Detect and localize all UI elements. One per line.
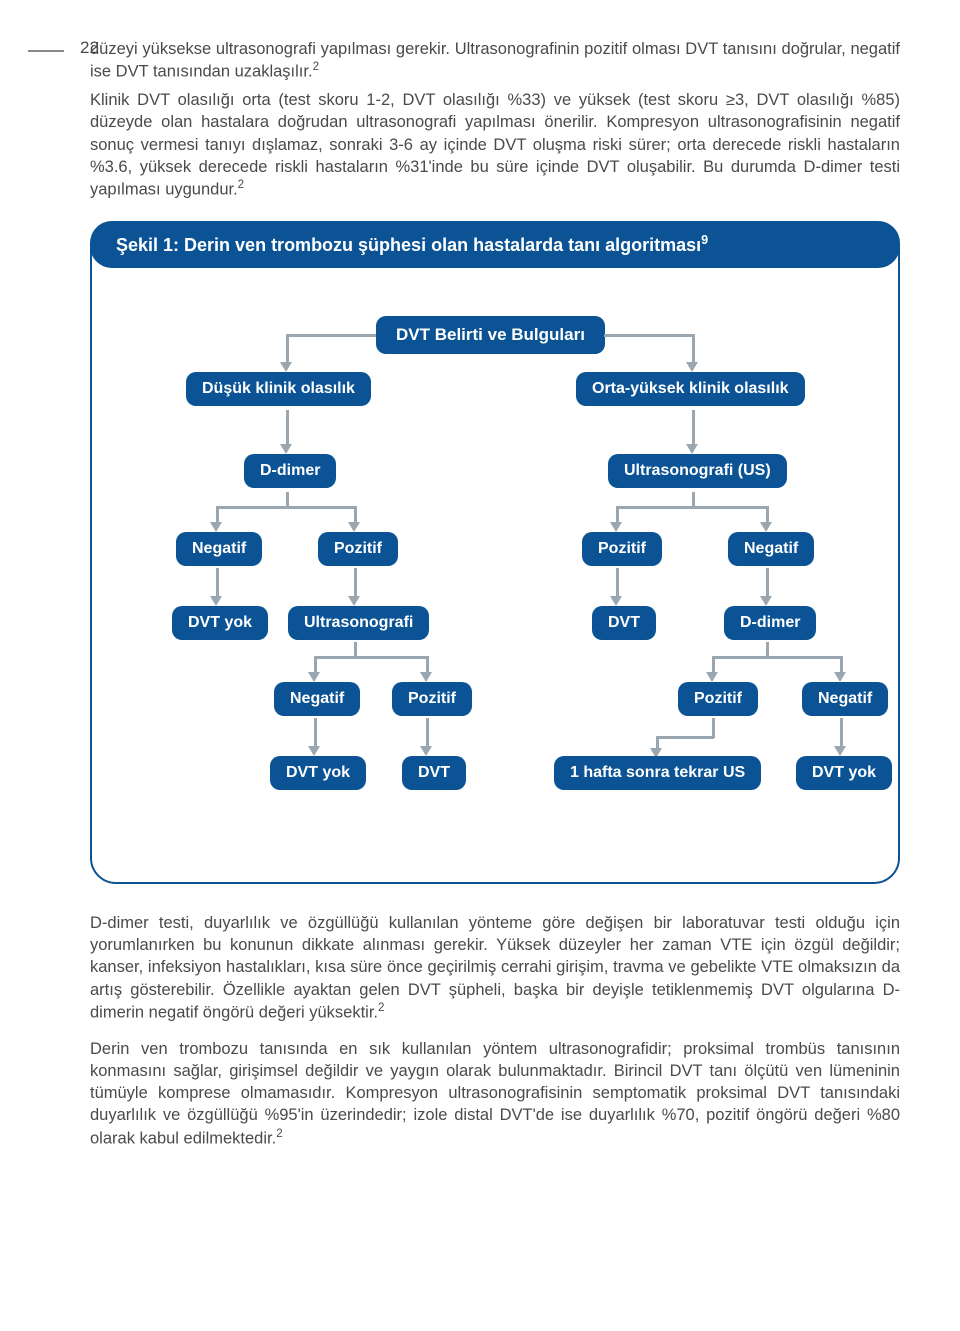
edge [286,410,289,446]
edge [354,568,357,598]
node-pos-r1: Pozitif [582,532,662,566]
node-usg-l: Ultrasonografi [288,606,429,640]
node-dvt-r: DVT [592,606,656,640]
edge [840,718,843,748]
bottom-para2-ref: 2 [276,1128,282,1140]
arrow-head-icon [834,746,846,756]
edge [656,736,714,739]
para1: düzeyi yüksekse ultrasonografi yapılması… [90,40,900,81]
arrow-head-icon [706,672,718,682]
edge [616,568,619,598]
node-dvtyok-l2: DVT yok [270,756,366,790]
edge [692,410,695,446]
figure-title-text: Şekil 1: Derin ven trombozu şüphesi olan… [116,235,701,255]
edge [314,656,428,659]
node-neg-r1: Negatif [728,532,814,566]
arrow-head-icon [210,596,222,606]
arrow-head-icon [610,596,622,606]
edge [354,642,357,656]
arrow-head-icon [834,672,846,682]
figure-title: Şekil 1: Derin ven trombozu şüphesi olan… [90,221,900,268]
para2: Klinik DVT olasılığı orta (test skoru 1-… [90,91,900,199]
node-dvt-l2: DVT [402,756,466,790]
figure-title-ref: 9 [701,233,708,247]
node-ddimer-r: D-dimer [724,606,816,640]
arrow-head-icon [760,596,772,606]
bottom-para1: D-dimer testi, duyarlılık ve özgüllüğü k… [90,914,900,1022]
arrow-head-icon [280,362,292,372]
node-neg-l1: Negatif [176,532,262,566]
page-number-bar [28,50,64,52]
edge [766,642,769,656]
intro-text: düzeyi yüksekse ultrasonografi yapılması… [90,38,900,201]
node-high-prob: Orta-yüksek klinik olasılık [576,372,805,406]
edge [712,656,842,659]
node-neg-l2: Negatif [274,682,360,716]
arrow-head-icon [686,362,698,372]
node-repeat-us: 1 hafta sonra tekrar US [554,756,761,790]
bottom-text: D-dimer testi, duyarlılık ve özgüllüğü k… [90,912,900,1150]
node-ddimer-left: D-dimer [244,454,336,488]
figure-1: Şekil 1: Derin ven trombozu şüphesi olan… [90,223,900,884]
arrow-head-icon [686,444,698,454]
arrow-head-icon [280,444,292,454]
node-pos-r2: Pozitif [678,682,758,716]
page-number: 22 [80,38,99,58]
arrow-head-icon [348,522,360,532]
para1-ref: 2 [313,61,319,73]
arrow-head-icon [420,672,432,682]
edge [692,334,695,364]
node-root: DVT Belirti ve Bulguları [376,316,605,354]
node-neg-r2: Negatif [802,682,888,716]
node-pos-l2: Pozitif [392,682,472,716]
bottom-para2: Derin ven trombozu tanısında en sık kull… [90,1040,900,1148]
arrow-head-icon [760,522,772,532]
node-pos-l1: Pozitif [318,532,398,566]
edge [616,506,768,509]
edge [426,718,429,748]
arrow-head-icon [210,522,222,532]
edge [692,492,695,506]
edge [286,492,289,506]
node-dvtyok-l1: DVT yok [172,606,268,640]
node-low-prob: Düşük klinik olasılık [186,372,371,406]
node-us-right: Ultrasonografi (US) [608,454,787,488]
edge [216,568,219,598]
edge [604,334,694,337]
edge [216,506,356,509]
arrow-head-icon [308,672,320,682]
arrow-head-icon [420,746,432,756]
arrow-head-icon [308,746,320,756]
arrow-head-icon [610,522,622,532]
arrow-head-icon [348,596,360,606]
para2-ref: 2 [238,179,244,191]
edge [712,718,715,738]
edge [314,718,317,748]
bottom-para1-ref: 2 [378,1002,384,1014]
edge [766,568,769,598]
edge [286,334,289,364]
node-dvtyok-r2: DVT yok [796,756,892,790]
flowchart: DVT Belirti ve Bulguları Düşük klinik ol… [116,316,874,846]
edge [286,334,376,337]
